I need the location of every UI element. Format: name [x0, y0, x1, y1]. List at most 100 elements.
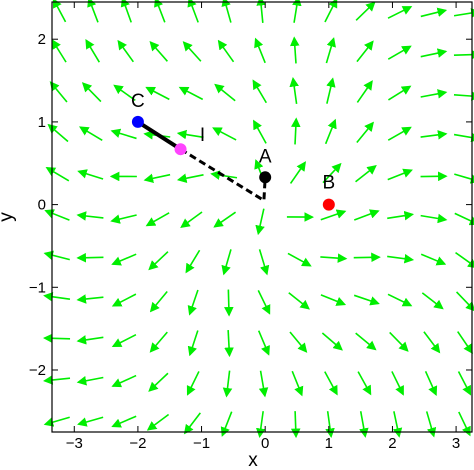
field-arrow — [457, 371, 472, 396]
point-a — [259, 171, 272, 184]
y-ticks: −2 −1 0 1 2 — [29, 31, 472, 379]
field-arrow — [77, 416, 104, 427]
field-arrow — [111, 333, 137, 347]
field-arrow — [76, 376, 104, 386]
field-arrow — [290, 411, 301, 439]
field-arrow — [187, 330, 199, 357]
field-arrow — [51, 39, 67, 63]
field-arrow — [420, 89, 448, 99]
field-arrow — [320, 294, 347, 306]
field-arrow — [217, 39, 235, 63]
plot-frame — [51, 1, 473, 433]
field-arrow — [81, 82, 102, 103]
field-arrow — [76, 211, 104, 221]
field-arrow — [453, 91, 474, 101]
field-arrow — [252, 79, 268, 104]
x-tick-label: −3 — [66, 435, 83, 452]
field-arrow — [255, 208, 265, 236]
field-arrow — [258, 370, 269, 398]
field-arrow — [146, 413, 170, 431]
field-arrow — [145, 86, 170, 101]
field-arrow — [289, 161, 306, 184]
point-label-c: C — [131, 91, 145, 112]
field-arrow — [355, 332, 377, 351]
field-arrow — [391, 371, 404, 396]
field-arrow — [110, 214, 137, 224]
field-arrow — [388, 85, 412, 101]
field-arrow — [258, 249, 270, 276]
field-arrow — [224, 289, 234, 317]
point-label-b: B — [322, 173, 335, 194]
field-arrow — [43, 375, 71, 385]
field-arrow — [453, 132, 474, 143]
field-arrow — [454, 212, 474, 226]
field-arrow — [420, 253, 447, 266]
field-arrow — [453, 8, 474, 18]
field-arrow — [322, 162, 342, 184]
x-tick-label: −1 — [193, 435, 210, 452]
x-tick-label: 0 — [261, 435, 269, 452]
field-arrow — [77, 169, 104, 180]
field-arrow — [76, 294, 104, 304]
field-arrow — [79, 126, 103, 142]
field-arrow — [113, 84, 136, 102]
field-arrow — [43, 416, 70, 427]
y-tick-label: 0 — [38, 197, 46, 214]
field-arrow — [214, 83, 236, 102]
field-arrow — [356, 121, 375, 144]
field-arrow — [111, 415, 137, 428]
point-b — [322, 198, 335, 211]
field-arrow — [117, 39, 134, 63]
field-arrow — [320, 253, 348, 263]
field-arrow — [420, 48, 448, 58]
field-arrow — [289, 77, 299, 104]
field-arrow — [224, 330, 234, 358]
field-arrow — [212, 127, 237, 141]
y-tick-label: 1 — [38, 114, 46, 131]
field-arrow — [149, 40, 168, 62]
point-i — [174, 143, 187, 156]
field-arrow — [325, 37, 336, 64]
field-arrow — [52, 0, 67, 23]
field-arrow — [353, 209, 380, 221]
y-tick-label: −1 — [29, 279, 46, 296]
field-arrow — [289, 331, 308, 353]
field-arrow — [357, 371, 372, 396]
field-arrow — [222, 370, 233, 398]
field-arrow — [324, 118, 337, 145]
field-arrow — [148, 251, 169, 271]
field-arrow — [111, 253, 137, 266]
field-arrow — [145, 212, 170, 227]
field-arrow — [424, 370, 438, 397]
field-arrow — [221, 249, 232, 276]
point-label-a: A — [259, 146, 272, 167]
field-arrow — [290, 36, 300, 64]
field-arrow — [353, 294, 380, 306]
x-tick-label: 3 — [452, 435, 460, 452]
field-arrow — [43, 292, 71, 302]
field-arrow — [257, 290, 271, 315]
field-arrow — [76, 252, 104, 263]
field-arrow — [355, 1, 376, 21]
field-arrow — [420, 7, 448, 18]
solid-path — [136, 120, 182, 151]
field-arrow — [324, 371, 338, 396]
point-c — [131, 115, 144, 128]
field-arrow — [76, 335, 104, 345]
vector-field — [42, 0, 474, 439]
field-arrow — [353, 252, 381, 263]
field-arrow — [355, 164, 377, 183]
field-arrow — [421, 292, 444, 310]
field-arrow — [455, 251, 474, 269]
field-arrow — [253, 119, 267, 144]
field-arrow — [454, 173, 474, 184]
field-arrow — [176, 173, 204, 183]
field-arrow — [288, 292, 310, 310]
point-label-i: I — [200, 125, 205, 146]
field-arrow — [44, 209, 70, 221]
field-arrow — [257, 330, 270, 356]
field-arrow — [43, 250, 70, 261]
x-ticks: −3 −2 −1 0 1 2 3 — [66, 2, 460, 452]
field-arrow — [186, 371, 200, 396]
